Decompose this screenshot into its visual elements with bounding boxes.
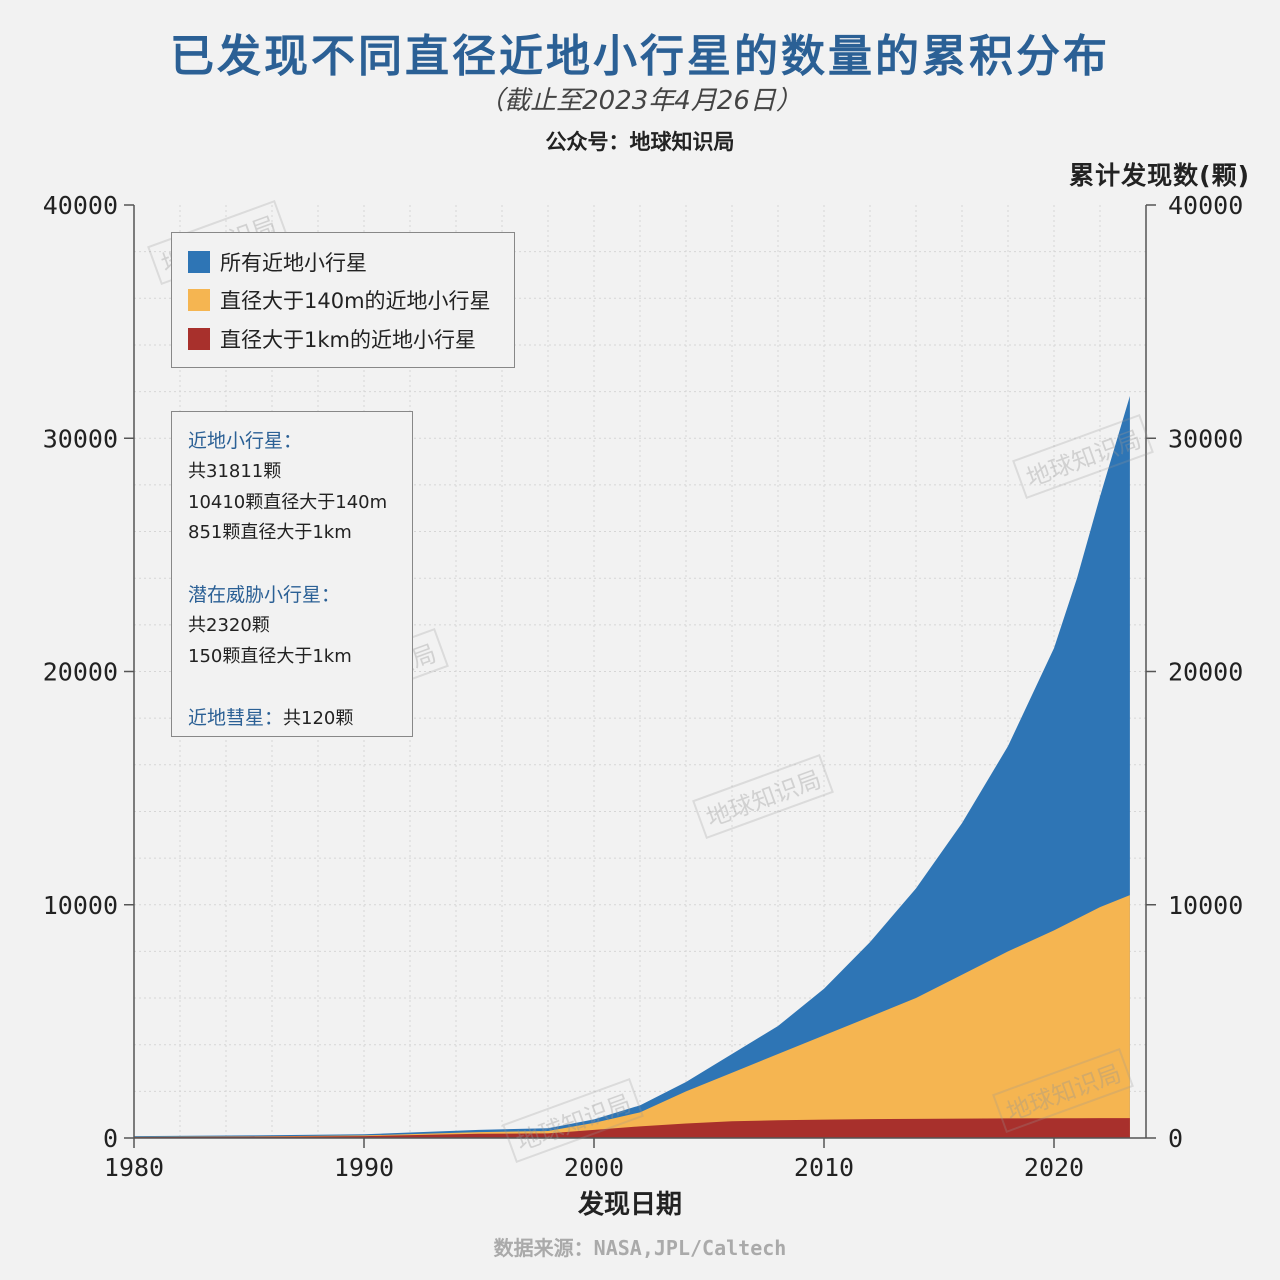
y-tick-label-right: 10000 <box>1168 891 1243 920</box>
legend-label-140m: 直径大于140m的近地小行星 <box>220 289 491 313</box>
area-1km-neo <box>134 1118 1130 1138</box>
y-axis-label-right: 累计发现数(颗) <box>1069 161 1250 190</box>
y-tick-label: 10000 <box>43 891 118 920</box>
info-pha-header: 潜在威胁小行星： <box>188 584 341 606</box>
legend-item-140m: 直径大于140m的近地小行星 <box>188 285 491 315</box>
area-all-neo <box>134 396 1130 1138</box>
info-comet: 近地彗星：共120颗 <box>188 703 353 730</box>
tick-labels: 0 0 10000 10000 20000 20000 30000 30000 40000 400… <box>43 191 1244 1182</box>
y-tick-label: 0 <box>103 1124 118 1153</box>
y-tick-label-right: 30000 <box>1168 424 1243 453</box>
y-tick-label-right: 20000 <box>1168 658 1243 687</box>
y-tick-label-right: 40000 <box>1168 191 1243 220</box>
x-tick-label: 1990 <box>334 1153 394 1182</box>
info-pha-total: 共2320颗 <box>188 615 270 636</box>
y-tick-label: 30000 <box>43 424 118 453</box>
chart-legend: 所有近地小行星 直径大于140m的近地小行星 直径大于1km的近地小行星 <box>171 232 515 368</box>
info-comet-total: 共120颗 <box>283 708 354 729</box>
x-tick-label: 2000 <box>564 1153 624 1182</box>
chart-title: 已发现不同直径近地小行星的数量的累积分布 <box>170 31 1110 82</box>
chart-axes <box>124 204 1156 1148</box>
chart-subtitle: （截止至2023年4月26日） <box>478 86 802 116</box>
legend-swatch-1km <box>188 328 210 350</box>
legend-label-1km: 直径大于1km的近地小行星 <box>220 328 476 352</box>
x-axis-label: 发现日期 <box>577 1190 682 1220</box>
x-tick-label: 2020 <box>1024 1153 1084 1182</box>
y-tick-label-right: 0 <box>1168 1124 1183 1153</box>
legend-swatch-all <box>188 251 210 273</box>
legend-item-1km: 直径大于1km的近地小行星 <box>188 324 476 354</box>
legend-item-all: 所有近地小行星 <box>188 247 367 277</box>
info-pha-1km: 150颗直径大于1km <box>188 646 352 667</box>
legend-label-all: 所有近地小行星 <box>220 251 367 275</box>
info-box: 近地小行星： 共31811颗 10410颗直径大于140m 851颗直径大于1k… <box>171 411 413 737</box>
x-tick-label: 2010 <box>794 1153 854 1182</box>
x-tick-label: 1980 <box>104 1153 164 1182</box>
info-neo-header: 近地小行星： <box>188 430 303 452</box>
y-tick-label: 40000 <box>43 191 118 220</box>
info-neo-total: 共31811颗 <box>188 461 282 482</box>
account-label: 公众号：地球知识局 <box>545 130 735 154</box>
chart-areas <box>134 396 1130 1138</box>
info-neo-140m: 10410颗直径大于140m <box>188 492 388 513</box>
source-label: 数据来源：NASA,JPL/Caltech <box>493 1236 787 1260</box>
legend-swatch-140m <box>188 289 210 311</box>
info-neo-1km: 851颗直径大于1km <box>188 522 352 543</box>
info-comet-header: 近地彗星： <box>188 707 284 729</box>
y-tick-label: 20000 <box>43 658 118 687</box>
area-140m-neo <box>134 895 1130 1138</box>
